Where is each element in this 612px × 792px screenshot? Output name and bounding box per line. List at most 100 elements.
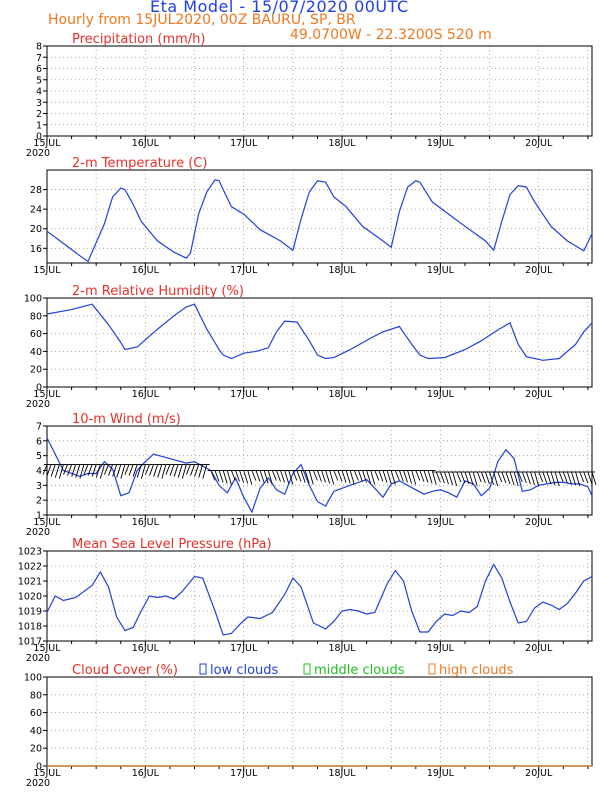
x-tick-label: 15JUL <box>33 517 61 528</box>
wind-barb <box>370 470 376 485</box>
wind-barb <box>161 464 167 479</box>
wind-barb <box>562 471 568 484</box>
wind-barb <box>452 471 458 487</box>
temperature-panel: 16 20 24 28 15JUL 16JUL 17JUL 18JUL 19JUL 20JUL 2-… <box>30 156 593 276</box>
wind-barb <box>153 464 159 477</box>
wind-barb <box>419 470 425 482</box>
y-tick-label: 20 <box>30 744 42 755</box>
wind-barb <box>312 470 318 481</box>
wind-barb <box>222 470 228 484</box>
wind-barb <box>173 464 179 477</box>
wind-barb <box>472 471 478 487</box>
y-tick-label: 7 <box>36 422 42 433</box>
wind-barb <box>304 470 310 484</box>
wind-barb <box>521 471 527 484</box>
y-tick-label: 20 <box>30 224 42 235</box>
wind-barb <box>50 464 56 477</box>
wind-barb <box>67 464 73 476</box>
wind-barb <box>226 470 232 485</box>
x-tick-label: 20JUL <box>525 517 553 528</box>
wind-barb <box>218 470 224 483</box>
wind-barb <box>448 471 454 486</box>
wind-barb <box>255 470 261 482</box>
wind-barb <box>140 464 146 479</box>
x-tick-label: 19JUL <box>427 643 455 654</box>
humidity-panel: 0 20 40 60 80 100 15JUL 16JUL 17JUL 18JUL 19JUL 20J… <box>24 284 593 410</box>
y-tick-label: 28 <box>30 185 42 196</box>
x-tick-label: 18JUL <box>328 389 356 400</box>
wind-barb <box>476 471 482 483</box>
y-tick-label: 5 <box>36 451 42 462</box>
y-tick-label: 80 <box>30 690 42 701</box>
wind-barb <box>390 470 396 485</box>
wind-barb <box>480 471 486 484</box>
wind-barb <box>526 471 531 485</box>
x-year-label: 2020 <box>26 399 50 410</box>
wind-barb <box>308 470 314 485</box>
y-tick-label: 80 <box>30 311 42 322</box>
legend-swatch <box>303 663 311 675</box>
cloud-cover-panel: 0 20 40 60 80 100 15JUL 16JUL 17JUL 18JUL 19JUL 20J… <box>24 663 593 789</box>
x-tick-label: 16JUL <box>132 517 160 528</box>
legend-swatch <box>199 663 207 675</box>
wind-barb <box>42 464 48 475</box>
x-tick-label: 17JUL <box>230 389 258 400</box>
wind-barb <box>271 470 277 481</box>
wind-barb <box>382 470 388 483</box>
wind-barb <box>120 464 126 479</box>
wind-barb <box>247 470 253 485</box>
wind-barb <box>341 470 347 483</box>
legend-entry: high clouds <box>439 663 514 678</box>
x-tick-label: 20JUL <box>525 138 553 149</box>
panel-title: Mean Sea Level Pressure (hPa) <box>72 537 272 552</box>
panel-title: Cloud Cover (%) <box>72 663 178 678</box>
wind-barb <box>464 471 470 485</box>
x-tick-label: 18JUL <box>328 138 356 149</box>
wind-barb <box>460 471 466 484</box>
x-tick-label: 17JUL <box>230 768 258 779</box>
y-tick-label: 3 <box>36 98 42 109</box>
x-tick-label: 20JUL <box>525 265 553 276</box>
x-tick-label: 17JUL <box>230 643 258 654</box>
legend-entry: low clouds <box>210 663 279 678</box>
forecast-subtitle: Hourly from 15JUL2020, 00Z BAURU, SP, BR <box>48 12 356 28</box>
panel-frame <box>46 297 593 388</box>
wind-barb <box>513 471 519 487</box>
x-tick-label: 15JUL <box>33 138 61 149</box>
legend-swatch <box>428 663 436 675</box>
wind-barb <box>91 464 97 477</box>
panel-frame <box>46 676 593 767</box>
wind-barb <box>157 464 163 478</box>
wind-barb <box>276 470 281 482</box>
y-tick-label: 3 <box>36 481 42 492</box>
wind-barb <box>194 464 200 477</box>
station-coordinates: 49.0700W - 22.3200S 520 m <box>290 27 492 43</box>
wind-barb <box>177 464 183 478</box>
y-tick-label: 40 <box>30 726 42 737</box>
x-tick-label: 20JUL <box>525 643 553 654</box>
y-tick-label: 1018 <box>18 622 42 633</box>
wind-barb <box>558 471 564 483</box>
wind-barb <box>235 470 240 482</box>
wind-barb <box>435 471 441 483</box>
x-year-label: 2020 <box>26 778 50 789</box>
wind-barb <box>550 471 556 486</box>
wind-barb <box>538 471 544 483</box>
wind-barb <box>468 471 474 486</box>
x-tick-label: 15JUL <box>33 389 61 400</box>
wind-barb <box>411 470 417 485</box>
wind-barb <box>112 464 118 477</box>
x-tick-label: 19JUL <box>427 265 455 276</box>
wind-barb <box>63 464 68 475</box>
wind-barb <box>571 471 576 486</box>
y-tick-label: 1017 <box>18 637 42 648</box>
wind-barb <box>517 471 523 483</box>
wind-barb <box>403 470 408 483</box>
wind-barb <box>99 464 105 479</box>
x-year-label: 2020 <box>26 148 50 159</box>
y-tick-label: 100 <box>24 673 42 684</box>
x-tick-label: 16JUL <box>132 265 160 276</box>
wind-barb <box>190 464 195 476</box>
x-year-label: 2020 <box>26 527 50 538</box>
